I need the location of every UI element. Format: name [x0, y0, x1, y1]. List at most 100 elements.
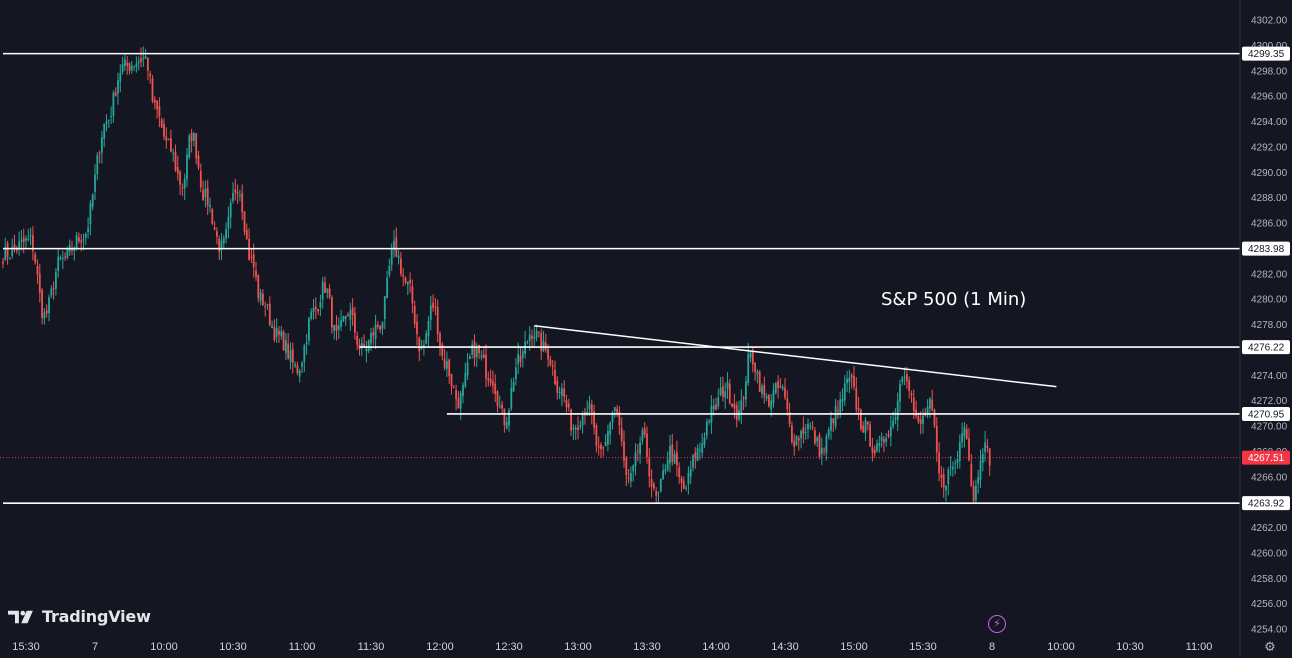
candle-body	[979, 460, 982, 480]
candle-body	[459, 392, 462, 409]
candle-body	[209, 205, 211, 208]
candle-body	[328, 288, 331, 298]
candle-body	[705, 421, 708, 436]
candle-body	[326, 288, 329, 293]
candle-body	[802, 427, 805, 434]
candle-body	[156, 100, 158, 110]
candle-body	[305, 342, 308, 344]
candle-body	[434, 306, 437, 308]
candle-body	[418, 337, 421, 352]
candle-body	[142, 57, 145, 60]
candle-body	[18, 241, 20, 248]
candle-body	[533, 337, 536, 339]
candle-body	[11, 247, 14, 256]
candle-body	[894, 417, 897, 420]
candle-body	[793, 441, 796, 447]
candle-body	[968, 438, 970, 461]
candle-body	[179, 171, 181, 185]
candle-body	[324, 282, 326, 293]
candle-body	[404, 277, 407, 283]
candle-body	[940, 474, 943, 478]
candle-body	[296, 365, 299, 374]
candle-body	[22, 237, 25, 243]
candle-body	[82, 239, 85, 241]
candle-body	[466, 362, 469, 376]
candle-body	[952, 466, 954, 470]
candle-body	[84, 233, 87, 238]
candle-body	[899, 384, 901, 402]
candle-body	[574, 427, 577, 430]
candle-body	[977, 477, 980, 484]
candle-body	[9, 257, 11, 259]
candle-body	[512, 381, 515, 392]
level-tag-label: 4263.92	[1248, 499, 1285, 510]
lightning-icon[interactable]: ⚡	[988, 615, 1006, 633]
candle-body	[234, 189, 237, 193]
candle-body	[482, 354, 485, 359]
candle-body	[689, 469, 692, 477]
last-price-tag	[1242, 450, 1290, 465]
y-tick-label: 4298.00	[1251, 66, 1288, 77]
candle-body	[961, 433, 963, 443]
candle-body	[354, 313, 356, 333]
candle-body	[94, 174, 96, 192]
candle-body	[517, 353, 520, 365]
candle-body	[563, 388, 566, 397]
y-tick-label: 4258.00	[1251, 574, 1288, 585]
candle-body	[641, 430, 644, 441]
candle-body	[241, 192, 244, 213]
candle-body	[832, 418, 835, 424]
candle-body	[572, 427, 575, 429]
candle-body	[312, 308, 315, 313]
candle-body	[294, 364, 296, 367]
candle-body	[772, 390, 775, 403]
candle-body	[526, 340, 529, 342]
candle-body	[846, 378, 848, 383]
time-axis[interactable]: 15:30 7 10:00 10:30 11:00 11:30 12:00 12:30 13:0…	[12, 641, 1212, 653]
candle-body	[551, 365, 554, 368]
candle-body	[814, 430, 816, 444]
candle-body	[383, 296, 386, 319]
candle-body	[853, 376, 855, 387]
chart-title: S&P 500 (1 Min)	[881, 289, 1026, 310]
candle-body	[32, 235, 34, 251]
candle-body	[335, 324, 338, 331]
candle-body	[190, 132, 193, 142]
candle-body	[439, 333, 441, 347]
candle-body	[857, 408, 860, 411]
candle-body	[351, 307, 354, 315]
candle-body	[724, 391, 727, 398]
candle-body	[48, 297, 50, 314]
x-tick-label: 12:00	[426, 641, 454, 653]
candle-body	[55, 271, 57, 289]
gear-icon[interactable]: ⚙	[1264, 640, 1276, 655]
candle-body	[954, 463, 957, 465]
candle-body	[740, 400, 743, 413]
candle-body	[816, 437, 819, 442]
candle-body	[158, 106, 161, 117]
x-tick-label: 10:00	[150, 641, 178, 653]
candle-body	[275, 328, 278, 337]
candle-body	[388, 265, 391, 275]
candle-body	[694, 452, 697, 459]
candle-body	[252, 254, 255, 268]
candle-body	[618, 412, 621, 426]
candle-body	[340, 320, 342, 327]
level-tag-label: 4283.98	[1248, 244, 1285, 255]
candle-body	[735, 405, 738, 420]
candle-body	[183, 178, 186, 189]
candles-group	[2, 46, 991, 504]
candle-body	[595, 425, 598, 446]
candle-body	[193, 133, 195, 141]
x-tick-label: 10:30	[1116, 641, 1144, 653]
candle-body	[561, 388, 563, 396]
candle-body	[436, 306, 439, 334]
candle-body	[151, 78, 154, 102]
candle-body	[112, 92, 115, 116]
candle-body	[469, 356, 471, 359]
y-tick-label: 4260.00	[1251, 548, 1288, 559]
y-tick-label: 4262.00	[1251, 523, 1288, 534]
tradingview-logo[interactable]: TradingView	[8, 607, 151, 626]
